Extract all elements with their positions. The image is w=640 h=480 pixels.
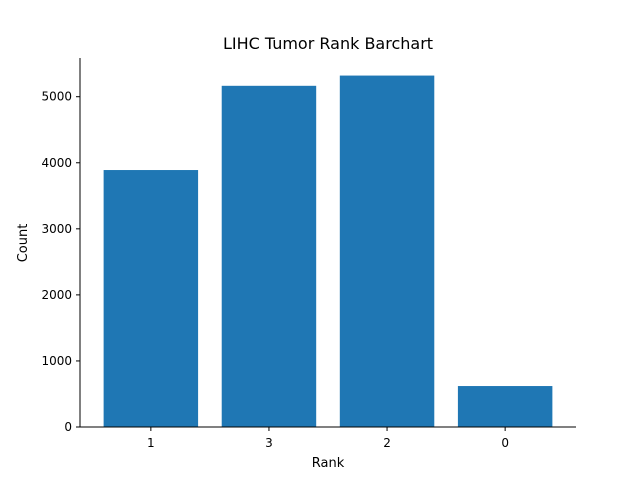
bars-group [103, 75, 553, 428]
y-tick-label: 3000 [41, 222, 72, 236]
y-ticks-group: 0 1000 2000 3000 4000 5000 [41, 90, 80, 434]
x-tick-label: 1 [147, 436, 155, 450]
y-tick-label: 4000 [41, 156, 72, 170]
x-tick-label: 3 [265, 436, 273, 450]
y-axis-label: Count [16, 224, 31, 263]
x-axis-label: Rank [312, 456, 345, 471]
bar-3 [221, 85, 317, 427]
x-tick-label: 2 [383, 436, 391, 450]
bar-2 [339, 75, 435, 428]
x-ticks-group: 1 3 2 0 [147, 427, 509, 450]
y-tick-label: 2000 [41, 288, 72, 302]
bar-1 [103, 170, 199, 428]
y-tick-label: 5000 [41, 90, 72, 104]
y-tick-label: 0 [64, 420, 72, 434]
bar-0 [457, 386, 553, 427]
chart-title: LIHC Tumor Rank Barchart [223, 34, 433, 53]
x-tick-label: 0 [501, 436, 509, 450]
y-tick-label: 1000 [41, 354, 72, 368]
